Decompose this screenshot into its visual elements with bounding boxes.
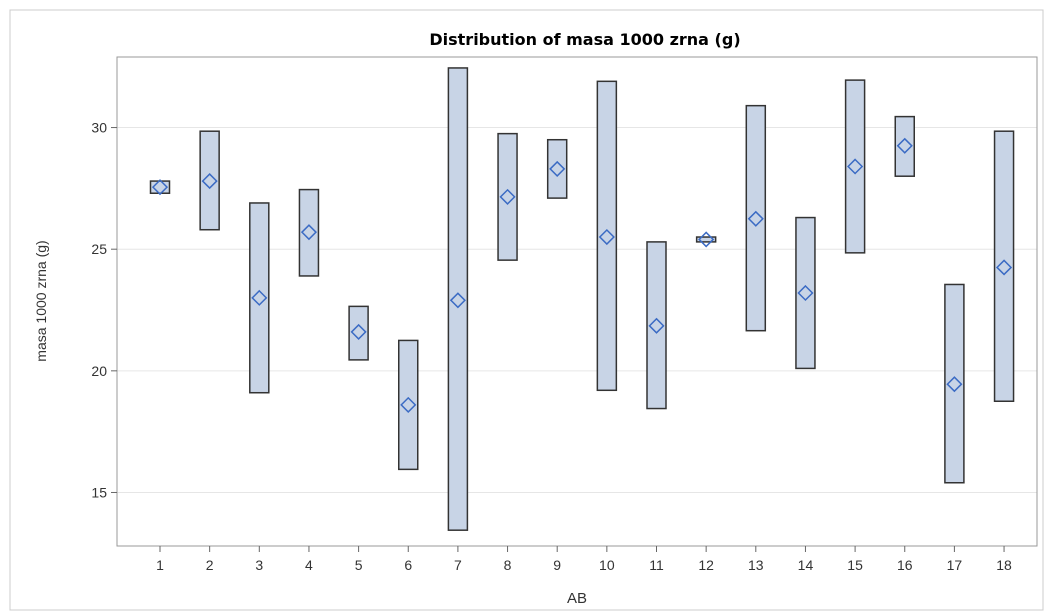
x-tick-label: 2 [206, 557, 214, 573]
x-tick-label: 5 [355, 557, 363, 573]
mean-marker [648, 317, 665, 334]
x-tick-label: 17 [947, 557, 963, 573]
box-group-14 [795, 216, 816, 370]
box-group-10 [596, 80, 618, 392]
mean-marker [201, 173, 218, 190]
box [695, 236, 717, 243]
outer-frame [9, 9, 1044, 611]
x-tick-label: 4 [305, 557, 313, 573]
x-tick-label: 1 [156, 557, 164, 573]
box-group-16 [894, 115, 915, 177]
y-tick-label: 20 [91, 363, 107, 379]
box-group-11 [646, 241, 667, 410]
box [497, 132, 518, 261]
mean-marker [449, 292, 466, 309]
box-group-3 [249, 202, 270, 394]
chart-title: Distribution of masa 1000 zrna (g) [429, 30, 740, 49]
box-group-13 [745, 104, 767, 332]
x-tick-label: 6 [404, 557, 412, 573]
y-tick-label: 30 [91, 120, 107, 136]
box [249, 202, 270, 394]
mean-marker [847, 158, 864, 175]
x-tick-label: 9 [553, 557, 561, 573]
box [745, 104, 767, 332]
plot-area-frame [116, 56, 1038, 547]
x-tick-label: 11 [649, 557, 664, 573]
x-tick-label: 10 [599, 557, 615, 573]
x-tick-label: 3 [255, 557, 263, 573]
y-axis-label: masa 1000 zrna (g) [33, 240, 49, 361]
x-tick-label: 8 [504, 557, 512, 573]
box-group-12 [695, 231, 717, 248]
x-tick-label: 14 [798, 557, 814, 573]
x-tick-label: 13 [748, 557, 764, 573]
box [596, 80, 618, 392]
box-group-5 [348, 305, 369, 361]
mean-marker [151, 179, 169, 196]
boxes [149, 67, 1015, 531]
y-axis: 15 20 25 30 [91, 120, 117, 500]
box-group-2 [199, 130, 220, 231]
mean-marker [598, 228, 615, 246]
x-axis: 1 2 3 4 5 6 7 8 9 10 11 12 13 14 15 16 17 18 [156, 546, 1012, 573]
mean-marker [300, 224, 318, 241]
box [199, 130, 220, 231]
x-tick-label: 18 [996, 557, 1012, 573]
mean-marker [896, 137, 913, 154]
box [993, 130, 1015, 402]
box-group-17 [944, 283, 965, 484]
box [546, 138, 568, 199]
mean-marker [946, 376, 963, 393]
box [894, 115, 915, 177]
y-tick-label: 15 [91, 484, 107, 500]
box-group-6 [398, 339, 419, 471]
mean-marker [400, 396, 417, 413]
y-tick-label: 25 [91, 241, 107, 257]
box-group-4 [298, 188, 320, 277]
x-tick-label: 7 [454, 557, 462, 573]
mean-marker [698, 231, 715, 248]
box-group-1 [149, 179, 171, 196]
x-tick-label: 15 [847, 557, 863, 573]
x-axis-label: AB [567, 590, 587, 607]
box [844, 79, 866, 254]
mean-marker [499, 188, 516, 205]
box-group-9 [546, 138, 568, 199]
box [398, 339, 419, 471]
box [447, 67, 469, 531]
mean-marker [797, 284, 814, 302]
box [348, 305, 369, 361]
mean-marker [747, 210, 764, 227]
box-group-8 [497, 132, 518, 261]
mean-marker [350, 323, 367, 340]
box-group-15 [844, 79, 866, 254]
box [298, 188, 320, 277]
mean-marker [995, 259, 1013, 276]
x-tick-label: 16 [897, 557, 913, 573]
box [944, 283, 965, 484]
gridlines [117, 127, 1037, 493]
x-tick-label: 12 [698, 557, 714, 573]
mean-marker [251, 289, 268, 306]
box-group-18 [993, 130, 1015, 402]
box [795, 216, 816, 370]
box-group-7 [447, 67, 469, 531]
mean-marker [549, 160, 566, 177]
box [646, 241, 667, 410]
